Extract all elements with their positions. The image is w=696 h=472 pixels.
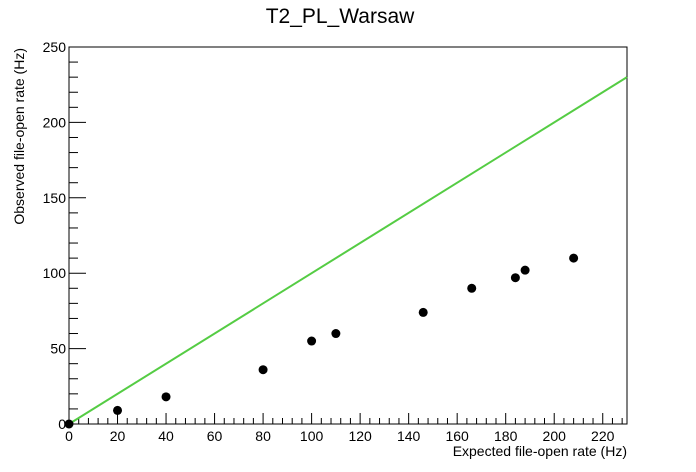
data-points [64, 253, 579, 429]
x-tick-label: 0 [65, 428, 73, 444]
y-tick-label: 50 [50, 341, 66, 357]
x-tick-label: 140 [397, 428, 421, 444]
chart-title: T2_PL_Warsaw [266, 5, 415, 28]
y-axis-title: Observed file-open rate (Hz) [11, 48, 27, 225]
x-tick-label: 20 [110, 428, 126, 444]
x-axis-title: Expected file-open rate (Hz) [453, 443, 627, 459]
data-point [307, 336, 317, 346]
axis-ticks [68, 46, 623, 425]
data-point [161, 392, 171, 402]
x-tick-label: 160 [445, 428, 469, 444]
x-tick-label: 220 [591, 428, 615, 444]
data-point [331, 329, 341, 339]
data-point [569, 253, 579, 263]
data-point [418, 307, 428, 317]
y-tick-label: 250 [43, 39, 67, 55]
y-tick-label: 150 [43, 190, 67, 206]
y-tick-label: 0 [58, 416, 66, 432]
x-tick-label: 100 [300, 428, 324, 444]
x-tick-label: 60 [207, 428, 223, 444]
plot-frame [68, 46, 628, 425]
data-point [64, 419, 74, 429]
plot-border [68, 46, 628, 425]
data-point [467, 283, 477, 293]
y-tick-label: 100 [43, 265, 67, 281]
data-point [258, 365, 268, 375]
data-point [510, 273, 520, 283]
tick-labels: 0 20 40 60 80 100 120 140 160 180 200 220 0 50 100 150 2… [43, 39, 615, 444]
x-tick-label: 40 [158, 428, 174, 444]
x-tick-label: 200 [543, 428, 567, 444]
x-tick-label: 120 [348, 428, 372, 444]
reference-line-group [68, 76, 628, 425]
y-tick-label: 200 [43, 114, 67, 130]
x-tick-label: 80 [255, 428, 271, 444]
x-tick-label: 180 [494, 428, 518, 444]
reference-line [68, 76, 628, 425]
data-point [520, 265, 530, 275]
data-point [113, 405, 123, 415]
